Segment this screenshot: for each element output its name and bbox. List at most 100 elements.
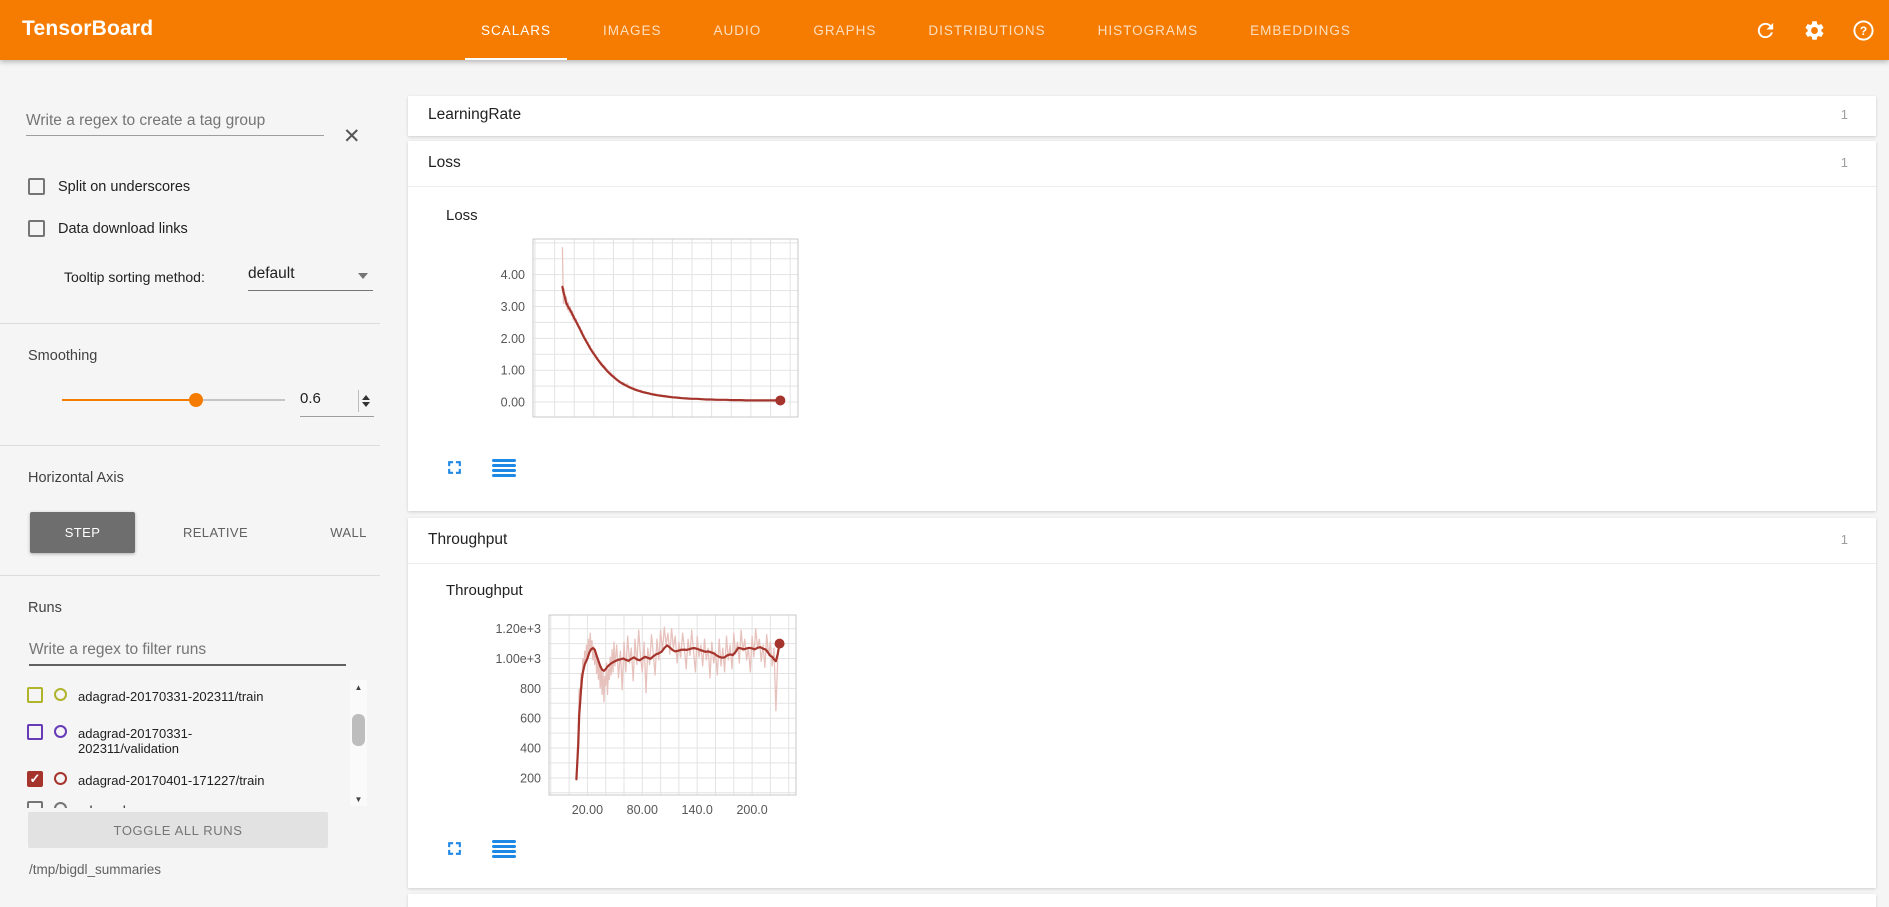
svg-text:20.00: 20.00	[572, 803, 603, 817]
smoothing-slider[interactable]	[62, 393, 285, 407]
app-title: TensorBoard	[22, 17, 154, 40]
checkbox-icon[interactable]	[28, 220, 45, 237]
axis-option-wall[interactable]: WALL	[330, 525, 367, 540]
horizontal-axis-label: Horizontal Axis	[28, 470, 124, 486]
chevron-down-icon	[358, 273, 368, 279]
run-color-circle[interactable]	[54, 802, 67, 808]
svg-text:4.00: 4.00	[501, 268, 525, 282]
svg-text:1.20e+3: 1.20e+3	[495, 622, 541, 636]
throughput-smoothed-line	[575, 642, 781, 781]
clear-regex-icon[interactable]: ✕	[343, 125, 361, 148]
run-list: adagrad-20170331-202311/train adagrad-201…	[27, 678, 349, 808]
svg-text:1.00: 1.00	[501, 364, 525, 378]
run-list-item[interactable]: adagrad-20170331-202311/validation	[27, 723, 278, 756]
app-header: TensorBoard SCALARS IMAGES AUDIO GRAPHS DIST…	[0, 0, 1889, 60]
run-label: adagrad-20170331-202311/train	[78, 689, 264, 704]
loss-raw-line	[561, 246, 781, 402]
tab-scalars[interactable]: SCALARS	[455, 0, 577, 60]
tab-audio[interactable]: AUDIO	[713, 22, 762, 38]
checkbox-label: Data download links	[58, 220, 188, 237]
section-count-badge: 1	[1840, 532, 1848, 547]
loss-chart-svg[interactable]: 0.00 1.00 2.00 3.00 4.00	[446, 232, 806, 430]
svg-text:600: 600	[520, 712, 541, 726]
smoothing-label: Smoothing	[28, 348, 98, 364]
chart-title: Loss	[446, 207, 478, 224]
tooltip-sort-select[interactable]: default	[248, 265, 373, 291]
tooltip-sort-value: default	[248, 265, 295, 282]
section-header-loss[interactable]: Loss 1	[408, 141, 1876, 187]
run-list-item[interactable]: adagrad-	[27, 800, 130, 808]
run-regex-input[interactable]	[29, 636, 346, 666]
run-list-scrollbar[interactable]: ▲ ▼	[350, 680, 367, 806]
section-title: Loss	[428, 154, 461, 171]
scroll-up-icon[interactable]: ▲	[354, 682, 363, 692]
section-count-badge: 1	[1840, 155, 1848, 170]
help-icon[interactable]: ?	[1852, 19, 1875, 42]
run-selector-menu-icon[interactable]	[492, 840, 516, 860]
run-color-circle[interactable]	[54, 772, 67, 785]
final-point-dot	[774, 638, 785, 649]
section-header-learningrate[interactable]: LearningRate 1	[408, 96, 1876, 136]
svg-text:?: ?	[1860, 23, 1867, 37]
scrollbar-thumb[interactable]	[352, 714, 365, 746]
loss-smoothed-line	[561, 285, 782, 402]
run-checkbox[interactable]	[27, 801, 43, 808]
checkbox-icon[interactable]	[28, 178, 45, 195]
tab-histograms[interactable]: HISTOGRAMS	[1097, 22, 1199, 38]
tab-distributions[interactable]: DISTRIBUTIONS	[928, 22, 1046, 38]
section-title: Throughput	[428, 531, 508, 548]
run-checkbox-checked[interactable]: ✓	[27, 771, 43, 787]
slider-thumb[interactable]	[188, 393, 203, 407]
horizontal-axis-options: STEP RELATIVE WALL	[30, 512, 401, 553]
run-list-item[interactable]: adagrad-20170331-202311/train	[27, 686, 264, 704]
run-selector-menu-icon[interactable]	[492, 459, 516, 479]
run-checkbox[interactable]	[27, 687, 43, 703]
tab-images[interactable]: IMAGES	[603, 22, 662, 38]
section-card-next-clipped	[408, 894, 1876, 907]
svg-text:80.00: 80.00	[627, 803, 658, 817]
split-underscores-checkbox-row[interactable]: Split on underscores	[28, 178, 190, 195]
run-label: adagrad-20170331-202311/validation	[78, 726, 193, 756]
expand-chart-icon[interactable]	[446, 459, 468, 479]
smoothing-value-field[interactable]: 0.6	[300, 390, 374, 417]
header-icons: ?	[1754, 0, 1875, 60]
tab-graphs[interactable]: GRAPHS	[813, 22, 877, 38]
section-card-loss: Loss 1 Loss 0.00 1.00 2.00 3.00 4.00	[408, 141, 1876, 511]
run-label: adagrad-20170401-171227/train	[78, 773, 265, 788]
throughput-chart-svg[interactable]: 200 400 600 800 1.00e+3 1.20e+3 20.00 80.00 140.…	[446, 607, 806, 839]
throughput-chart-card: Throughput 200 400 600 800 1.00e+3 1.20e+3 20.…	[446, 582, 806, 858]
svg-text:1.00e+3: 1.00e+3	[495, 652, 541, 666]
run-color-circle[interactable]	[54, 688, 67, 701]
section-count-badge: 1	[1840, 107, 1848, 122]
final-point-dot	[775, 395, 786, 406]
loss-chart-card: Loss 0.00 1.00 2.00 3.00 4.00	[446, 207, 806, 477]
section-header-throughput[interactable]: Throughput 1	[408, 518, 1876, 564]
scroll-down-icon[interactable]: ▼	[354, 794, 363, 804]
run-color-circle[interactable]	[54, 725, 67, 738]
checkbox-label: Split on underscores	[58, 178, 191, 195]
divider	[0, 575, 380, 576]
svg-text:200.0: 200.0	[736, 803, 767, 817]
svg-text:200: 200	[520, 771, 541, 785]
section-title: LearningRate	[428, 106, 522, 123]
divider	[0, 445, 380, 446]
divider	[0, 323, 380, 324]
run-checkbox[interactable]	[27, 724, 43, 740]
axis-option-step[interactable]: STEP	[30, 512, 135, 553]
stepper-icon[interactable]	[358, 390, 373, 412]
chart-actions	[446, 840, 516, 860]
axis-option-relative[interactable]: RELATIVE	[182, 525, 249, 540]
section-card-learningrate: LearningRate 1	[408, 96, 1876, 136]
tab-embeddings[interactable]: EMBEDDINGS	[1250, 22, 1351, 38]
toggle-all-runs-button[interactable]: TOGGLE ALL RUNS	[28, 812, 328, 848]
data-download-checkbox-row[interactable]: Data download links	[28, 220, 188, 237]
log-directory-path: /tmp/bigdl_summaries	[29, 862, 162, 877]
settings-icon[interactable]	[1803, 19, 1826, 42]
run-list-item[interactable]: ✓ adagrad-20170401-171227/train	[27, 770, 265, 788]
nav-tabs: SCALARS IMAGES AUDIO GRAPHS DISTRIBUTIONS HIS…	[455, 0, 1377, 60]
chart-title: Throughput	[446, 582, 523, 599]
runs-label: Runs	[28, 600, 62, 616]
expand-chart-icon[interactable]	[446, 840, 468, 860]
refresh-icon[interactable]	[1754, 19, 1777, 42]
tag-regex-input[interactable]	[26, 106, 324, 136]
